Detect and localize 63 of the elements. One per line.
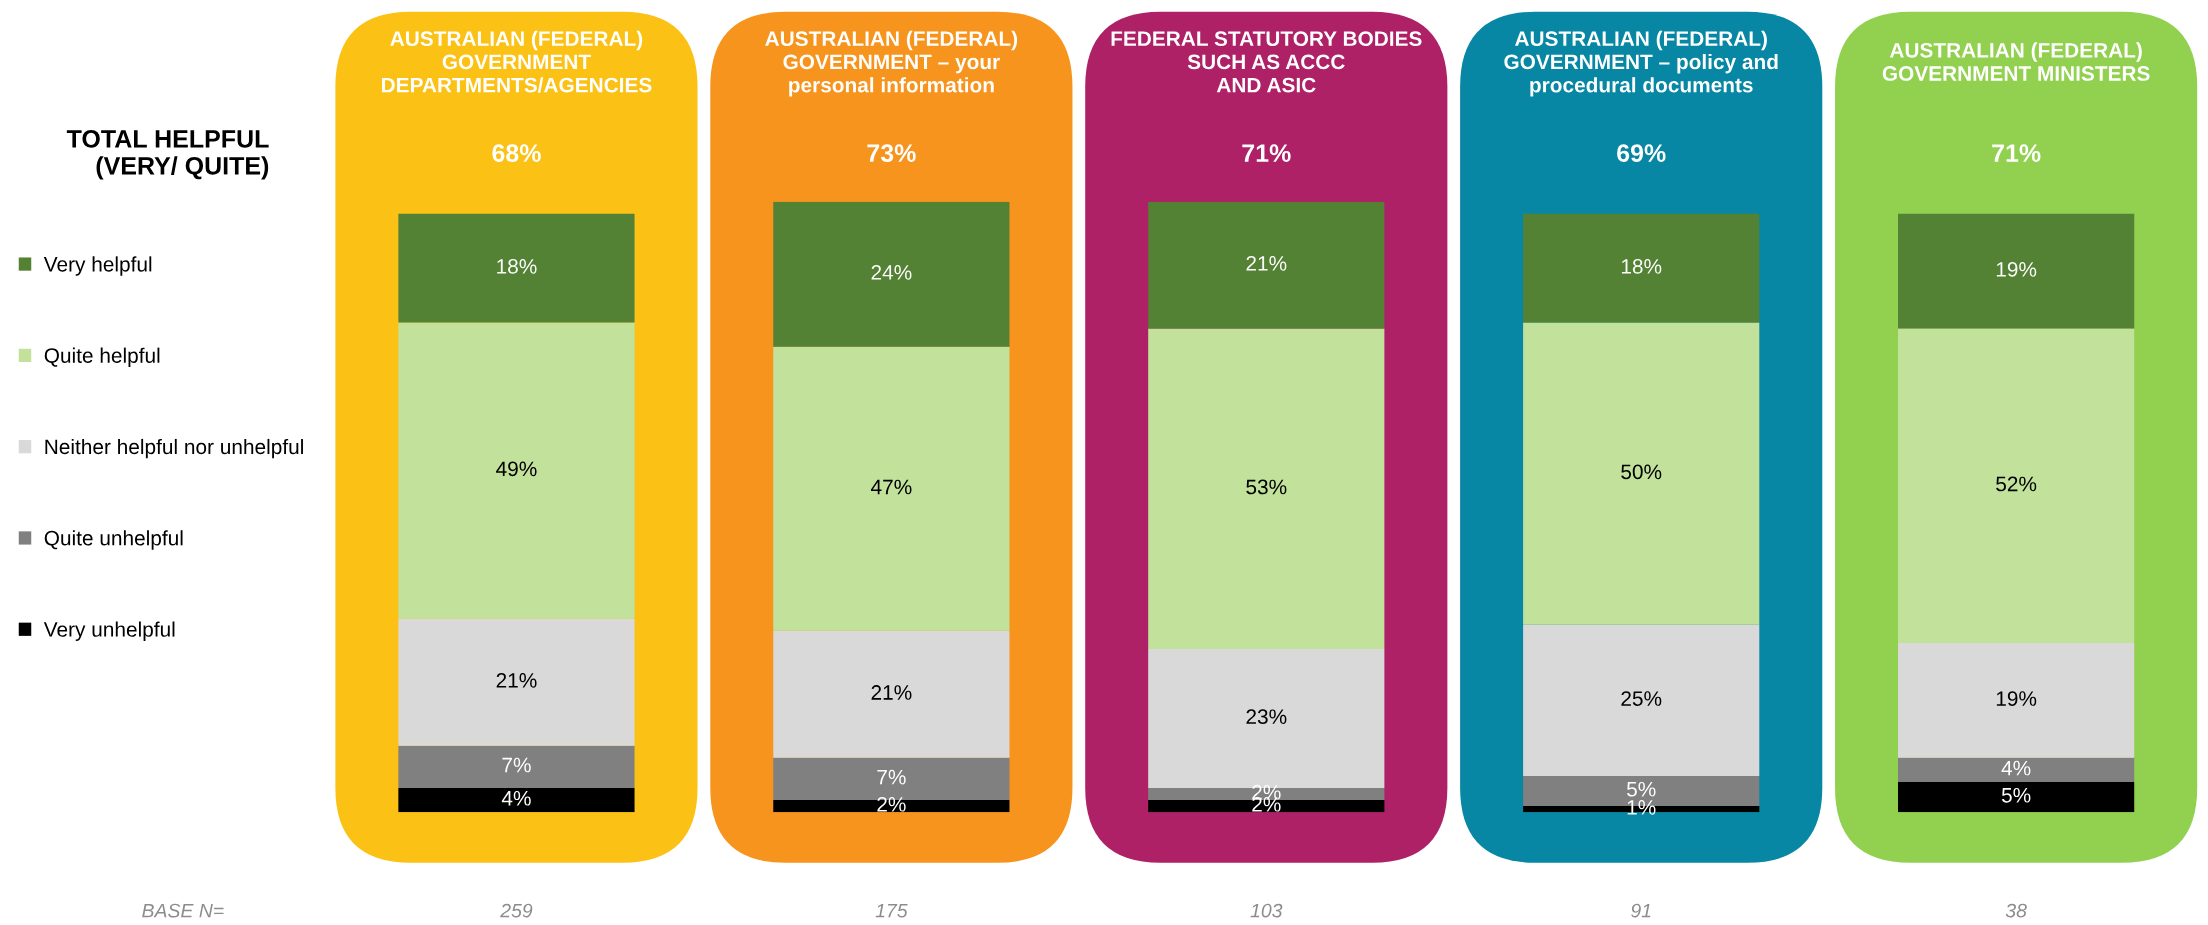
bar	[1898, 781, 2135, 813]
data-label: 18%	[1621, 258, 1662, 274]
bar	[398, 213, 635, 323]
data-label: 24%	[871, 265, 912, 280]
data-label: 25%	[1621, 691, 1662, 706]
bar	[398, 322, 635, 619]
data-label: 5%	[1626, 781, 1656, 797]
data-label: 7%	[502, 757, 531, 773]
bar	[1523, 213, 1760, 323]
bar	[1898, 642, 2135, 758]
data-label: 49%	[496, 461, 537, 477]
bar	[773, 201, 1010, 347]
x-tick-label: FEDERAL STATUTORY BODIES SUCH AS ACCC AND ASIC	[1111, 31, 1422, 93]
data-label: 52%	[1996, 476, 2037, 492]
data-label: 4%	[2001, 760, 2031, 776]
data-label: 2%	[877, 796, 906, 812]
bar	[1898, 213, 2135, 329]
bar	[1148, 201, 1385, 329]
text: 259	[500, 903, 533, 918]
text: BASE N=	[142, 903, 224, 918]
data-label: 53%	[1246, 479, 1287, 495]
bar	[398, 787, 635, 813]
data-label: 19%	[1996, 691, 2037, 706]
x-tick-label: AUSTRALIAN (FEDERAL) GOVERNMENT DEPARTMENTS/AGENCIES	[382, 30, 652, 93]
legend-label: Very unhelpful	[43, 621, 175, 641]
text: 175	[875, 903, 908, 918]
data-label: 1%	[1627, 800, 1656, 815]
data-label: 5%	[2001, 787, 2031, 803]
bar	[1523, 624, 1760, 776]
data-label: 21%	[496, 673, 537, 688]
data-label: 50%	[1621, 464, 1662, 480]
x-tick-label: AUSTRALIAN (FEDERAL) GOVERNMENT MINISTERS	[1882, 42, 2150, 81]
x-tick-label: AUSTRALIAN (FEDERAL) GOVERNMENT – your personal information	[765, 30, 1018, 97]
text: 73%	[867, 144, 916, 162]
data-label: 19%	[1996, 262, 2037, 277]
data-label: 23%	[1246, 709, 1287, 725]
bar	[773, 630, 1010, 758]
bar	[1898, 757, 2135, 782]
bar	[773, 346, 1010, 631]
data-label: 4%	[501, 790, 531, 806]
data-label: 18%	[497, 258, 537, 274]
legend-label: Neither helpful nor unhelpful	[45, 438, 303, 459]
data-label: 7%	[877, 769, 906, 785]
text: TOTAL HELPFUL (VERY/ QUITE)	[66, 130, 269, 180]
data-label: 21%	[871, 685, 912, 700]
bar	[1898, 328, 2135, 643]
text: 68%	[492, 144, 541, 162]
text: 91	[1631, 903, 1651, 918]
legend-label: Quite helpful	[44, 347, 160, 368]
data-label: 47%	[871, 479, 912, 495]
bar	[1148, 328, 1385, 649]
text: 71%	[1992, 144, 2041, 162]
text: 38	[2005, 903, 2027, 918]
data-label: 21%	[1246, 255, 1287, 271]
bar	[1523, 322, 1760, 625]
legend-label: Very helpful	[43, 256, 152, 276]
text: 71%	[1242, 144, 1291, 162]
legend-label: Quite unhelpful	[44, 530, 183, 550]
text: 69%	[1617, 144, 1666, 162]
x-tick-label: AUSTRALIAN (FEDERAL) GOVERNMENT – policy and procedural documents	[1504, 30, 1778, 97]
bar	[398, 618, 635, 746]
bar	[398, 745, 635, 788]
text: 103	[1250, 903, 1283, 918]
